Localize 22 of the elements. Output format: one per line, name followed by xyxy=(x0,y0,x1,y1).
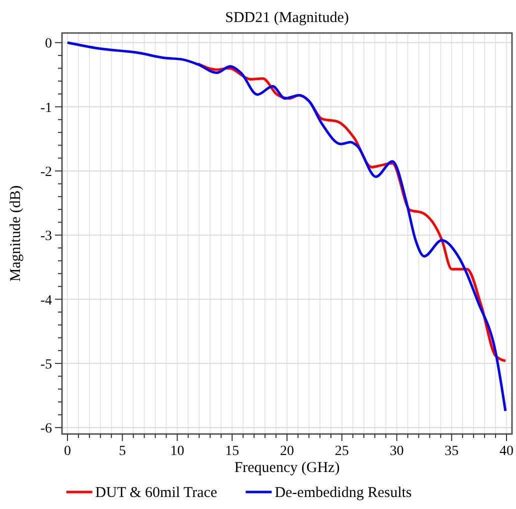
y-tick-label: -1 xyxy=(40,100,52,116)
x-tick-label: 35 xyxy=(444,444,459,459)
y-tick-label: -2 xyxy=(40,164,52,180)
y-axis-title: Magnitude (dB) xyxy=(8,185,24,282)
x-tick-label: 5 xyxy=(118,444,126,459)
y-tick-label: -5 xyxy=(40,357,52,372)
x-tick-label: 0 xyxy=(64,444,71,459)
y-tick-label: -4 xyxy=(40,293,52,308)
x-tick-label: 20 xyxy=(280,444,294,459)
y-tick-label: -6 xyxy=(40,422,52,437)
line-series xyxy=(66,41,507,412)
chart-title: SDD21 (Magnitude) xyxy=(225,10,349,26)
x-tick-label: 10 xyxy=(170,444,184,459)
legend-label: DUT & 60mil Trace xyxy=(95,485,218,501)
legend-label: De-embedidng Results xyxy=(274,485,412,501)
x-tick-label: 25 xyxy=(334,444,349,459)
x-tick-label: 40 xyxy=(500,444,514,459)
x-axis-title: Frequency (GHz) xyxy=(234,460,340,476)
x-tick-label: 15 xyxy=(225,444,240,459)
y-tick-label: 0 xyxy=(45,36,52,52)
x-tick-label: 30 xyxy=(390,444,404,459)
y-tick-label: -3 xyxy=(40,229,52,244)
